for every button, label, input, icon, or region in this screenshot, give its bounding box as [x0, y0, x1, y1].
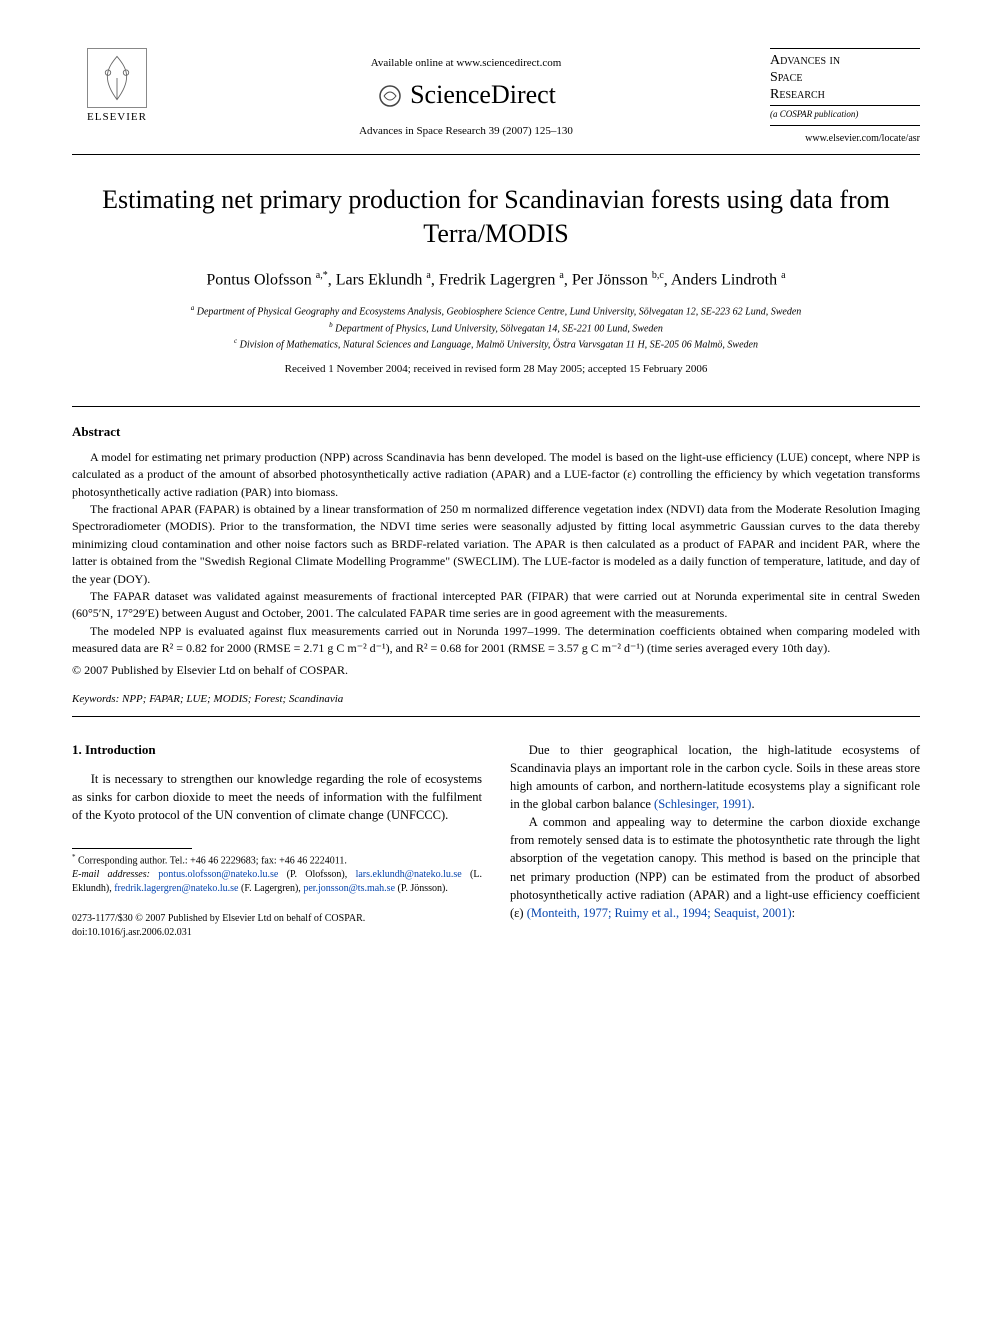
- right-column: Due to thier geographical location, the …: [510, 741, 920, 941]
- journal-box: Advances in Space Research (a COSPAR pub…: [770, 48, 920, 126]
- journal-name-l2: Space: [770, 70, 802, 85]
- author-5: Anders Lindroth: [671, 271, 777, 288]
- author-1-aff: a,*: [316, 270, 328, 281]
- citation-line: Advances in Space Research 39 (2007) 125…: [162, 124, 770, 139]
- affiliations: a Department of Physical Geography and E…: [72, 303, 920, 352]
- abstract-p4: The modeled NPP is evaluated against flu…: [72, 623, 920, 658]
- post-abstract-rule: [72, 716, 920, 717]
- ref-monteith[interactable]: (Monteith, 1977; Ruimy et al., 1994; Sea…: [527, 906, 792, 920]
- abstract-body: A model for estimating net primary produ…: [72, 449, 920, 678]
- intro-right-p1: Due to thier geographical location, the …: [510, 741, 920, 814]
- affiliation-a: Department of Physical Geography and Eco…: [197, 307, 802, 318]
- elsevier-label: ELSEVIER: [87, 110, 147, 125]
- affiliation-b: Department of Physics, Lund University, …: [335, 323, 663, 334]
- intro-right-p2-text: A common and appealing way to determine …: [510, 815, 920, 920]
- body-columns: 1. Introduction It is necessary to stren…: [72, 741, 920, 941]
- abstract-heading: Abstract: [72, 423, 920, 441]
- affiliation-c: Division of Mathematics, Natural Science…: [240, 339, 758, 350]
- corresponding-author: * Corresponding author. Tel.: +46 46 222…: [72, 853, 482, 868]
- abstract-p2: The fractional APAR (FAPAR) is obtained …: [72, 501, 920, 588]
- corr-text: Corresponding author. Tel.: +46 46 22296…: [78, 855, 347, 866]
- sciencedirect-icon: [376, 82, 404, 110]
- intro-heading: 1. Introduction: [72, 741, 482, 760]
- abstract-p1: A model for estimating net primary produ…: [72, 449, 920, 501]
- author-4-aff: b,c: [652, 270, 664, 281]
- footnotes: * Corresponding author. Tel.: +46 46 222…: [72, 853, 482, 896]
- abstract-p3: The FAPAR dataset was validated against …: [72, 588, 920, 623]
- doi-block: 0273-1177/$30 © 2007 Published by Elsevi…: [72, 912, 482, 940]
- sciencedirect-text: ScienceDirect: [410, 77, 556, 113]
- journal-name-l1: Advances in: [770, 53, 840, 68]
- center-header: Available online at www.sciencedirect.co…: [162, 48, 770, 139]
- author-line: Pontus Olofsson a,*, Lars Eklundh a, Fre…: [72, 269, 920, 292]
- elsevier-tree-icon: [87, 48, 147, 108]
- journal-subtext: (a COSPAR publication): [770, 105, 920, 121]
- intro-right-p2-tail: :: [792, 906, 795, 920]
- footnote-rule: [72, 848, 192, 849]
- author-5-aff: a: [781, 270, 785, 281]
- email-name-4: (P. Jönsson).: [395, 883, 448, 894]
- author-4: Per Jönsson: [572, 271, 648, 288]
- email-link-1[interactable]: pontus.olofsson@nateko.lu.se: [158, 869, 278, 880]
- doi-line: doi:10.1016/j.asr.2006.02.031: [72, 926, 482, 940]
- keywords-line: Keywords: NPP; FAPAR; LUE; MODIS; Forest…: [72, 692, 920, 707]
- email-label: E-mail addresses:: [72, 869, 150, 880]
- intro-left-p1: It is necessary to strengthen our knowle…: [72, 770, 482, 824]
- email-link-4[interactable]: per.jonsson@ts.mah.se: [303, 883, 395, 894]
- email-addresses: E-mail addresses: pontus.olofsson@nateko…: [72, 868, 482, 896]
- author-3-aff: a: [559, 270, 563, 281]
- journal-name: Advances in Space Research: [770, 53, 920, 103]
- author-1: Pontus Olofsson: [206, 271, 311, 288]
- author-2-aff: a: [426, 270, 430, 281]
- author-2: Lars Eklundh: [336, 271, 423, 288]
- email-link-3[interactable]: fredrik.lagergren@nateko.lu.se: [114, 883, 238, 894]
- intro-right-p2: A common and appealing way to determine …: [510, 813, 920, 922]
- journal-url: www.elsevier.com/locate/asr: [770, 132, 920, 146]
- ref-schlesinger[interactable]: (Schlesinger, 1991): [654, 797, 751, 811]
- left-column: 1. Introduction It is necessary to stren…: [72, 741, 482, 941]
- header-rule: [72, 154, 920, 155]
- journal-box-wrap: Advances in Space Research (a COSPAR pub…: [770, 48, 920, 146]
- intro-right-p1-tail: .: [751, 797, 754, 811]
- email-link-2[interactable]: lars.eklundh@nateko.lu.se: [356, 869, 462, 880]
- issn-line: 0273-1177/$30 © 2007 Published by Elsevi…: [72, 912, 482, 926]
- email-name-3: (F. Lagergren),: [238, 883, 303, 894]
- elsevier-logo-block: ELSEVIER: [72, 48, 162, 125]
- email-name-1: (P. Olofsson),: [278, 869, 355, 880]
- publisher-header: ELSEVIER Available online at www.science…: [72, 48, 920, 146]
- journal-name-l3: Research: [770, 87, 825, 102]
- pre-abstract-rule: [72, 406, 920, 407]
- author-3: Fredrik Lagergren: [439, 271, 556, 288]
- article-title: Estimating net primary production for Sc…: [72, 183, 920, 251]
- sciencedirect-logo: ScienceDirect: [376, 77, 556, 113]
- available-online: Available online at www.sciencedirect.co…: [162, 56, 770, 71]
- abstract-copyright: © 2007 Published by Elsevier Ltd on beha…: [72, 662, 920, 679]
- article-dates: Received 1 November 2004; received in re…: [72, 362, 920, 377]
